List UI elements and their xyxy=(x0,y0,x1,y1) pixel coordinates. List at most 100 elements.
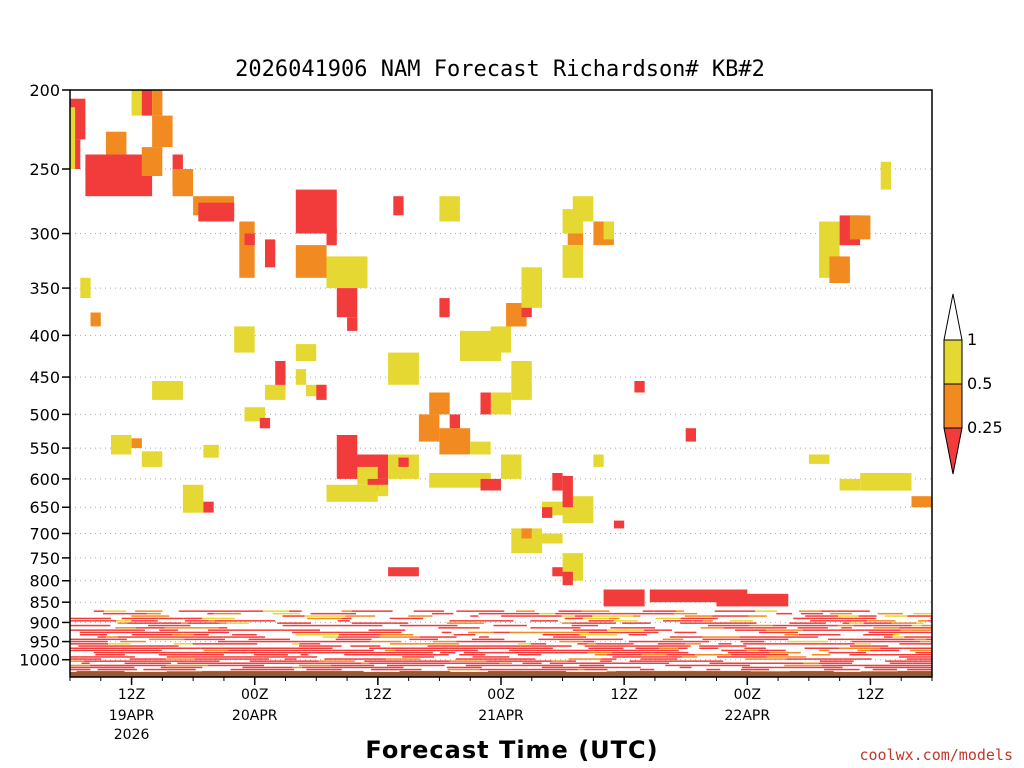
surface-band xyxy=(395,649,437,652)
surface-band xyxy=(872,624,904,627)
surface-band xyxy=(79,634,94,636)
surface-band xyxy=(799,610,822,612)
surface-band xyxy=(903,624,912,627)
surface-band xyxy=(154,631,184,634)
surface-band xyxy=(385,649,396,652)
surface-band xyxy=(755,610,778,612)
surface-band xyxy=(883,636,893,638)
surface-band xyxy=(359,651,394,654)
heat-cell xyxy=(511,361,532,400)
surface-band xyxy=(871,645,882,647)
surface-band xyxy=(606,654,615,656)
surface-band xyxy=(131,634,173,636)
surface-band xyxy=(639,668,655,671)
y-tick-label: 550 xyxy=(29,439,60,458)
surface-band xyxy=(596,643,634,645)
x-tick-label: 12Z xyxy=(364,687,391,703)
surface-band xyxy=(673,612,698,615)
surface-band xyxy=(801,612,811,615)
heat-cell xyxy=(239,221,255,278)
surface-band xyxy=(531,615,562,617)
x-tick-year: 2026 xyxy=(114,727,150,743)
surface-band xyxy=(249,660,267,662)
surface-band xyxy=(561,622,572,624)
heat-cell xyxy=(259,417,271,429)
heat-cell xyxy=(562,245,584,278)
surface-band xyxy=(814,615,838,617)
surface-band xyxy=(70,647,80,649)
surface-band xyxy=(346,664,375,667)
surface-band xyxy=(538,638,550,641)
surface-band xyxy=(728,651,749,654)
surface-band xyxy=(697,670,713,673)
surface-band xyxy=(432,640,456,643)
y-tick-label: 850 xyxy=(29,593,60,612)
surface-band xyxy=(584,638,623,641)
surface-band xyxy=(306,668,331,671)
heat-cell xyxy=(542,507,553,518)
surface-band xyxy=(707,664,719,667)
surface-band xyxy=(889,662,907,664)
surface-band xyxy=(212,651,224,654)
surface-band xyxy=(907,615,932,617)
surface-band xyxy=(867,620,896,622)
surface-band xyxy=(772,624,793,627)
surface-band xyxy=(282,624,298,627)
surface-band xyxy=(651,631,659,634)
surface-band xyxy=(165,658,196,660)
y-tick-label: 1000 xyxy=(19,651,60,670)
surface-band xyxy=(253,654,288,656)
surface-band xyxy=(90,640,108,643)
surface-band xyxy=(547,645,572,647)
surface-band xyxy=(347,662,362,664)
surface-band xyxy=(242,656,264,658)
surface-band xyxy=(776,666,807,669)
surface-band xyxy=(292,666,303,669)
surface-band xyxy=(349,612,356,615)
surface-band xyxy=(405,617,424,620)
surface-band xyxy=(201,670,220,673)
surface-band xyxy=(558,631,589,634)
surface-band xyxy=(764,638,789,641)
surface-band xyxy=(70,624,111,627)
x-tick-label: 00Z xyxy=(241,687,268,703)
surface-band xyxy=(914,636,932,638)
surface-band xyxy=(289,649,300,652)
surface-band xyxy=(181,622,188,624)
surface-band xyxy=(97,649,117,652)
surface-band xyxy=(588,620,596,622)
surface-band xyxy=(793,617,816,620)
surface-band xyxy=(353,658,377,660)
surface-band xyxy=(504,651,513,654)
surface-band xyxy=(97,660,124,662)
surface-band xyxy=(811,654,831,656)
surface-band xyxy=(453,634,476,636)
heat-cell xyxy=(501,454,522,479)
heat-cell xyxy=(521,267,542,308)
surface-band xyxy=(298,651,316,654)
surface-band xyxy=(362,666,404,669)
surface-band xyxy=(436,649,478,652)
surface-band xyxy=(778,643,821,645)
surface-band xyxy=(263,629,299,631)
heat-cell xyxy=(234,326,255,353)
surface-band xyxy=(440,645,475,647)
surface-band xyxy=(509,649,547,652)
surface-band xyxy=(579,634,618,636)
surface-band xyxy=(117,629,145,631)
surface-band xyxy=(352,610,393,612)
surface-band xyxy=(301,656,318,658)
surface-band xyxy=(843,658,861,660)
heat-cell xyxy=(275,361,286,385)
surface-band xyxy=(784,634,799,636)
surface-band xyxy=(877,612,903,615)
surface-band xyxy=(351,654,386,656)
heat-cell xyxy=(603,589,645,607)
surface-band xyxy=(231,658,238,660)
surface-band xyxy=(456,658,468,660)
surface-band xyxy=(712,615,749,617)
surface-band xyxy=(467,662,474,664)
heat-cell xyxy=(172,169,194,197)
surface-band xyxy=(221,629,263,631)
surface-band xyxy=(145,645,154,647)
